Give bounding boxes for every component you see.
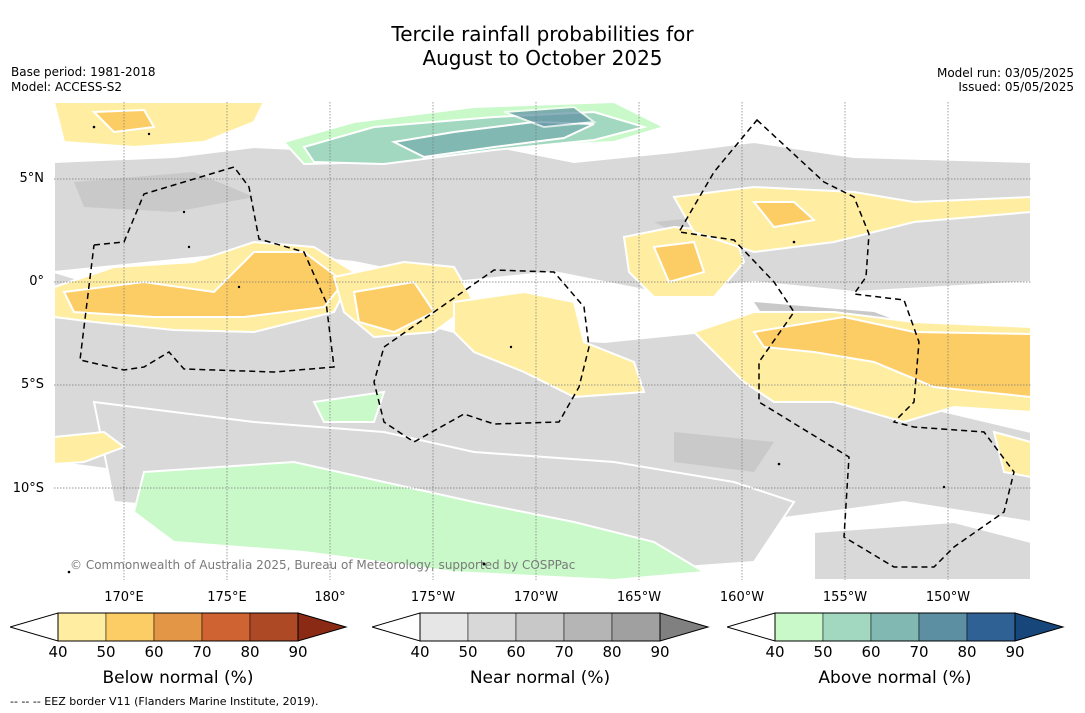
model-run: Model run: 03/05/2025 [936, 66, 1074, 80]
lon-label-155w: 155°W [822, 590, 868, 605]
tick: 90 [288, 643, 308, 661]
lon-label-165w: 165°W [616, 590, 662, 605]
tick: 90 [650, 643, 670, 661]
colorbar-near-label: Near normal (%) [469, 668, 611, 688]
tick: 40 [48, 643, 68, 661]
tick: 50 [96, 643, 116, 661]
lon-label-150w: 150°W [925, 590, 971, 605]
lat-label-0: 0° [29, 274, 44, 289]
lon-label-160w: 160°W [719, 590, 765, 605]
lat-label-10s: 10°S [12, 481, 44, 496]
above-normal-regions [132, 102, 708, 580]
lon-label-175w: 175°W [410, 590, 456, 605]
eez-borders [79, 118, 1015, 568]
probability-map [54, 102, 1031, 580]
model-name: Model: ACCESS-S2 [11, 80, 123, 94]
tick: 60 [144, 643, 164, 661]
lat-label-5s: 5°S [20, 377, 44, 392]
colorbar-below-label: Below normal (%) [102, 668, 254, 688]
lon-label-175e: 175°E [207, 590, 247, 605]
tick: 80 [602, 643, 622, 661]
tick: 40 [410, 643, 430, 661]
tick: 90 [1005, 643, 1025, 661]
lon-label-170w: 170°W [513, 590, 559, 605]
tick: 40 [765, 643, 785, 661]
colorbar-below-normal [10, 612, 348, 642]
colorbar-above-normal [727, 612, 1065, 642]
lon-label-170e: 170°E [104, 590, 144, 605]
lon-label-180: 180° [314, 590, 346, 605]
tick: 60 [506, 643, 526, 661]
map-title-line1: Tercile rainfall probabilities for [391, 22, 694, 46]
base-period: Base period: 1981-2018 [11, 65, 156, 79]
tick: 70 [909, 643, 929, 661]
graticule [54, 102, 1031, 580]
tick: 70 [554, 643, 574, 661]
colorbar-near-normal [372, 612, 710, 642]
tick: 60 [861, 643, 881, 661]
issued-date: Issued: 05/05/2025 [958, 80, 1074, 94]
tick: 50 [458, 643, 478, 661]
below-normal-regions [54, 102, 1031, 479]
lat-label-5n: 5°N [19, 171, 45, 186]
tick: 80 [957, 643, 977, 661]
copyright-notice: © Commonwealth of Australia 2025, Bureau… [70, 558, 576, 572]
colorbar-above-label: Above normal (%) [818, 668, 972, 688]
eez-footnote: -- -- -- EEZ border V11 (Flanders Marine… [10, 695, 319, 708]
islands [67, 125, 946, 574]
tick: 70 [192, 643, 212, 661]
map-title-line2: August to October 2025 [422, 46, 663, 70]
tick: 80 [240, 643, 260, 661]
tick: 50 [813, 643, 833, 661]
